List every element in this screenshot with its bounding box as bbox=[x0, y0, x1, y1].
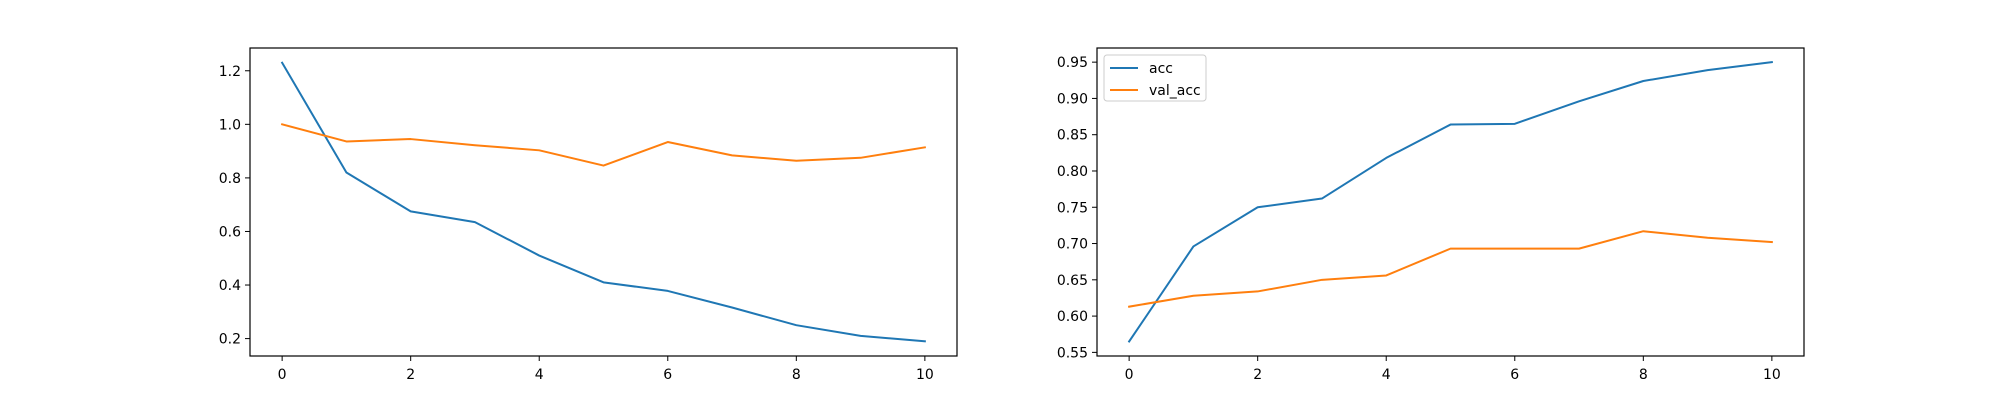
axes-frame bbox=[1096, 47, 1805, 357]
legend-label-acc: acc bbox=[1149, 61, 1173, 77]
y-tick-label: 0.60 bbox=[1057, 309, 1088, 325]
series-line-val-acc bbox=[1127, 230, 1773, 308]
x-tick-label: 2 bbox=[1253, 367, 1262, 383]
y-tick-label: 0.70 bbox=[1057, 237, 1088, 253]
x-tick-label: 8 bbox=[792, 367, 801, 383]
series-line-0 bbox=[280, 61, 926, 343]
x-tick-label: 10 bbox=[1763, 367, 1781, 383]
y-tick-label: 1.2 bbox=[219, 64, 241, 80]
series-line-1 bbox=[280, 123, 927, 167]
x-tick-label: 6 bbox=[1510, 367, 1519, 383]
y-tick-label: 0.6 bbox=[219, 224, 241, 240]
y-tick-label: 0.80 bbox=[1057, 164, 1088, 180]
y-tick-label: 0.55 bbox=[1057, 345, 1088, 361]
y-tick-label: 0.4 bbox=[219, 278, 241, 294]
x-tick-label: 10 bbox=[916, 367, 934, 383]
legend-label-val-acc: val_acc bbox=[1149, 83, 1201, 99]
y-tick-label: 0.90 bbox=[1057, 91, 1088, 107]
x-tick-label: 0 bbox=[1125, 367, 1134, 383]
x-tick-label: 4 bbox=[535, 367, 544, 383]
y-tick-label: 0.2 bbox=[219, 332, 241, 348]
legend: acc val_acc bbox=[1103, 54, 1207, 102]
y-tick-label: 0.8 bbox=[219, 171, 241, 187]
x-tick-label: 0 bbox=[278, 367, 287, 383]
axes-frame bbox=[249, 47, 958, 357]
y-tick-label: 0.75 bbox=[1057, 200, 1088, 216]
y-tick-label: 0.85 bbox=[1057, 128, 1088, 144]
accuracy-chart: 0 2 4 6 8 10 0.55 0.60 0.65 0.70 0.75 0.80 0.85 0.90 0… bbox=[1057, 47, 1805, 383]
y-tick-label: 1.0 bbox=[219, 117, 241, 133]
x-tick-label: 2 bbox=[406, 367, 415, 383]
y-tick-label: 0.95 bbox=[1057, 55, 1088, 71]
y-tick-label: 0.65 bbox=[1057, 273, 1088, 289]
x-tick-label: 4 bbox=[1382, 367, 1391, 383]
series-line-acc bbox=[1127, 61, 1773, 343]
x-tick-label: 6 bbox=[663, 367, 672, 383]
loss-chart: 0 2 4 6 8 10 0.2 0.4 0.6 0.8 1.0 1.2 bbox=[219, 47, 958, 383]
x-tick-label: 8 bbox=[1639, 367, 1648, 383]
